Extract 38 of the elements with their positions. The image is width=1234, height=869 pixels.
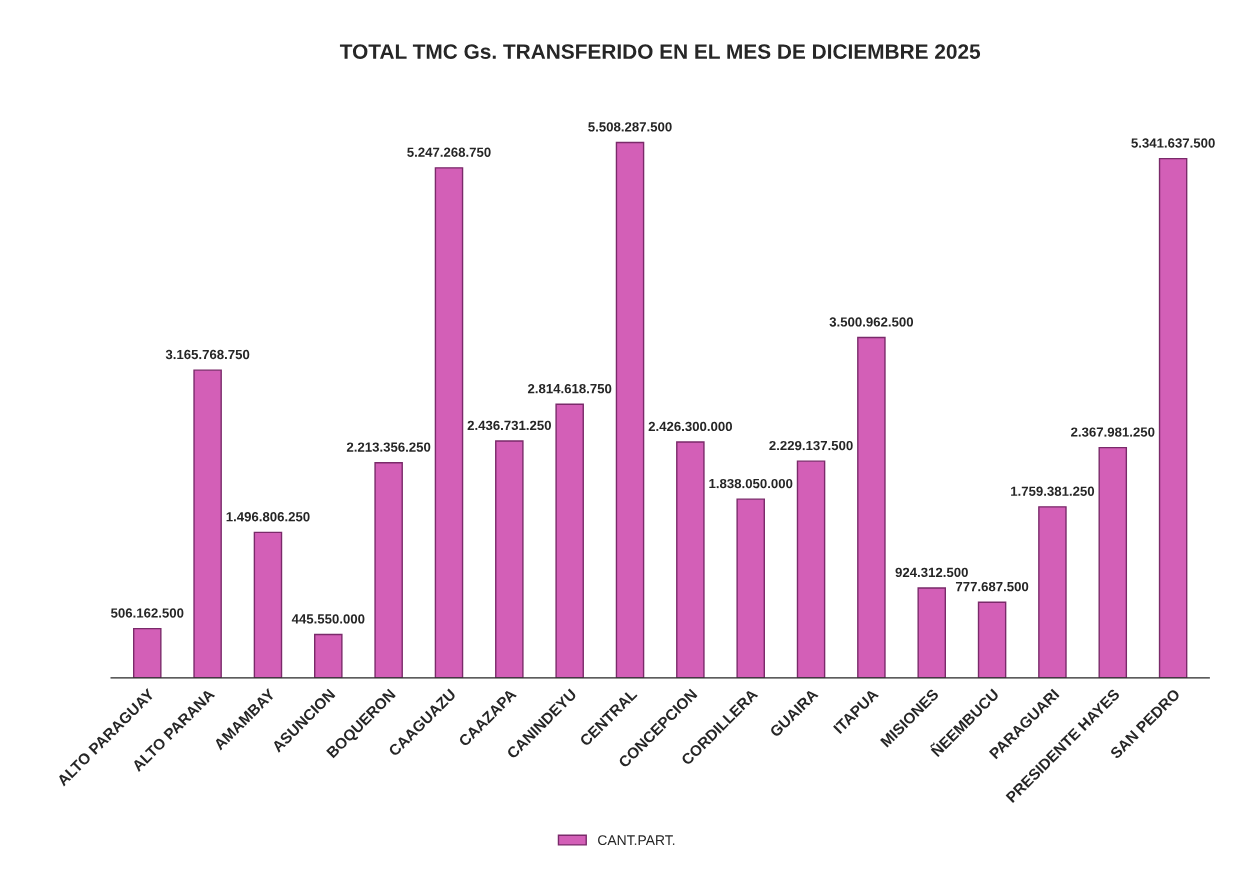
legend-label: CANT.PART. (598, 835, 675, 846)
bar (1098, 446, 1128, 678)
data-label: 5.508.287.500 (588, 122, 672, 132)
data-label: 1.496.806.250 (226, 512, 310, 522)
bar (253, 531, 283, 678)
data-label: 2.436.731.250 (467, 420, 551, 431)
data-label: 777.687.500 (955, 581, 1029, 592)
bar (977, 601, 1007, 678)
data-label: 2.367.981.250 (1071, 427, 1155, 437)
data-label: 3.500.962.500 (829, 317, 914, 327)
bar (434, 167, 464, 678)
data-label: 924.312.500 (895, 567, 968, 578)
bar (555, 403, 584, 678)
bar (193, 369, 222, 678)
bar (796, 460, 826, 678)
data-label: 506.162.500 (110, 608, 184, 618)
bar (1038, 506, 1067, 678)
bar (495, 440, 524, 678)
data-label: 2.229.137.500 (769, 440, 853, 451)
data-label: 2.426.300.000 (648, 421, 733, 432)
bar (736, 498, 765, 678)
bar (857, 336, 886, 678)
data-label: 2.814.618.750 (527, 383, 612, 394)
bar (615, 141, 645, 678)
chart-title: TOTAL TMC Gs. TRANSFERIDO EN EL MES DE DICIEMBRE 2025 (339, 44, 981, 59)
bar (374, 462, 403, 678)
data-label: 5.247.268.750 (407, 147, 491, 157)
data-label: 1.759.381.250 (1011, 486, 1095, 496)
data-label: 5.341.637.500 (1131, 138, 1215, 148)
bar (1158, 157, 1188, 678)
bar (676, 441, 705, 678)
data-label: 3.165.768.750 (165, 349, 250, 360)
data-label: 2.213.356.250 (346, 442, 431, 452)
data-label: 445.550.000 (291, 614, 365, 624)
bar (917, 587, 947, 678)
bar (314, 633, 343, 678)
bar (132, 627, 162, 678)
data-label: 1.838.050.000 (709, 478, 793, 489)
